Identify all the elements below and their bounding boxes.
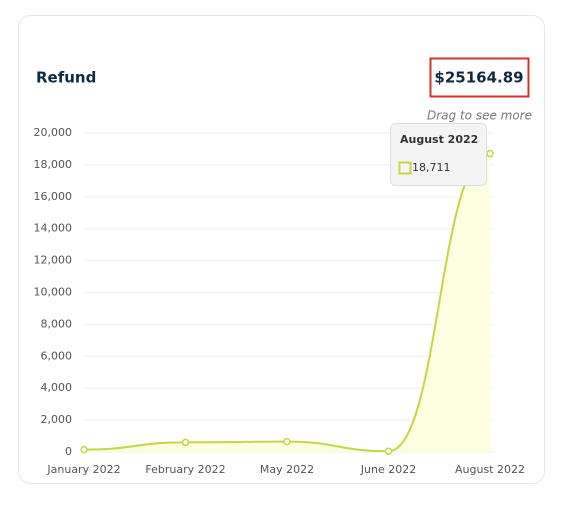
y-tick-label: 2,000 [41, 413, 73, 426]
y-tick-label: 16,000 [34, 190, 73, 203]
line [83, 152, 491, 453]
drag-hint: Drag to see more [427, 109, 532, 123]
y-tick-label: 18,000 [34, 158, 73, 171]
y-tick-label: 8,000 [41, 317, 73, 330]
y-tick-label: 12,000 [34, 254, 73, 267]
point [80, 445, 88, 454]
tooltip-value: 18,711 [412, 161, 451, 174]
plot: 0 2,000 4,000 6,000 8,000 10,000 12,000 14,000 1… [34, 126, 526, 476]
y-tick-label: 4,000 [41, 381, 73, 394]
tooltip-box [390, 123, 487, 186]
tooltip: August 2022 18,711 [390, 123, 487, 186]
x-tick-label: June 2022 [360, 463, 416, 476]
total-amount: $25164.89 [434, 69, 523, 87]
point [384, 447, 393, 455]
area [84, 153, 490, 452]
x-tick-label: February 2022 [145, 463, 225, 476]
y-tick-label: 20,000 [34, 126, 73, 139]
highlight-box [429, 57, 530, 98]
y-tick-label: 0 [65, 445, 72, 458]
x-tick-label: January 2022 [46, 463, 120, 476]
x-tick-label: August 2022 [455, 463, 525, 476]
point [486, 149, 494, 158]
tooltip-title: August 2022 [400, 133, 478, 146]
point [283, 437, 291, 446]
y-tick-label: 6,000 [41, 349, 73, 362]
x-tick-label: May 2022 [260, 463, 314, 476]
y-tick-label: 10,000 [34, 286, 73, 299]
point [181, 438, 190, 447]
card-title: Refund [36, 69, 96, 87]
y-tick-label: 14,000 [34, 222, 73, 235]
tooltip-swatch [398, 161, 412, 175]
